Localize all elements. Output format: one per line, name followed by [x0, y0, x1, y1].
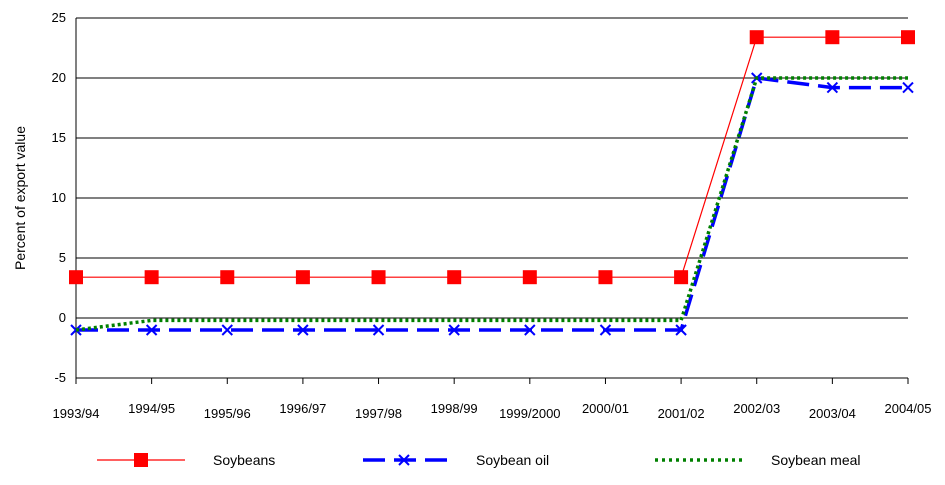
- x-axis: 1993/94 1994/95 1995/96 1996/97 1997/98 1998/…: [53, 377, 932, 421]
- legend-label: Soybeans: [213, 452, 275, 468]
- marker-stroke: [372, 324, 385, 336]
- data-point: [598, 270, 613, 285]
- data-point: [371, 270, 386, 285]
- y-tick-label: 0: [59, 310, 66, 325]
- y-tick-label: 25: [52, 10, 66, 25]
- marker-stroke: [297, 324, 309, 336]
- data-point: [372, 324, 385, 336]
- x-tick-label: 1999/2000: [499, 406, 560, 421]
- marker-stroke: [675, 324, 687, 336]
- data-point: [144, 270, 159, 285]
- legend-item: Soybean oil: [363, 452, 549, 468]
- y-axis: -5 0 5 10 15 20 25: [52, 10, 77, 385]
- legend-item: Soybeans: [97, 452, 275, 468]
- y-tick-label: 15: [52, 130, 66, 145]
- series-line: [75, 76, 908, 332]
- data-point: [674, 270, 689, 285]
- x-tick-label: 1997/98: [355, 406, 402, 421]
- marker-stroke: [448, 324, 460, 336]
- data-point: [599, 324, 612, 336]
- x-tick-label: 2004/05: [885, 401, 932, 416]
- y-tick-label: 20: [52, 70, 66, 85]
- legend-item: Soybean meal: [655, 452, 861, 468]
- x-tick-label: 1996/97: [279, 401, 326, 416]
- x-tick-label: 1993/94: [53, 406, 100, 421]
- x-tick-label: 1995/96: [204, 406, 251, 421]
- data-point: [145, 324, 158, 336]
- legend-marker: [398, 454, 410, 466]
- data-point: [69, 270, 83, 285]
- data-point: [297, 324, 309, 336]
- data-point: [826, 81, 839, 94]
- data-point: [675, 324, 687, 336]
- series-soybean-meal: [75, 76, 908, 332]
- data-point: [901, 30, 915, 45]
- data-point: [295, 270, 310, 285]
- series-line: [76, 36, 908, 278]
- grid-lines: [76, 17, 908, 379]
- legend: Soybeans Soybean oil Soybean meal: [97, 452, 861, 468]
- x-tick-label: 1994/95: [128, 401, 175, 416]
- data-point: [825, 30, 840, 45]
- marker-stroke: [145, 324, 158, 336]
- marker-stroke: [524, 324, 536, 336]
- series-line: [76, 76, 908, 332]
- data-point: [524, 324, 536, 336]
- series-soybean-oil: [70, 72, 914, 336]
- legend-label: Soybean oil: [476, 452, 549, 468]
- y-tick-label: 10: [52, 190, 66, 205]
- x-tick-label: 2001/02: [658, 406, 705, 421]
- data-point: [522, 270, 537, 285]
- marker-stroke: [826, 81, 839, 94]
- y-tick-label: 5: [59, 250, 66, 265]
- marker-stroke: [599, 324, 612, 336]
- marker-stroke: [221, 324, 233, 336]
- data-point: [220, 270, 235, 285]
- data-point: [749, 30, 764, 45]
- x-tick-label: 2000/01: [582, 401, 629, 416]
- y-axis-label: Percent of export value: [12, 126, 28, 270]
- data-point: [447, 270, 462, 285]
- legend-marker: [134, 453, 148, 467]
- series-soybeans: [69, 30, 915, 285]
- marker-stroke: [902, 81, 914, 94]
- x-tick-label: 2002/03: [733, 401, 780, 416]
- data-point: [221, 324, 233, 336]
- legend-label: Soybean meal: [771, 452, 861, 468]
- y-tick-label: -5: [54, 370, 66, 385]
- x-tick-label: 1998/99: [431, 401, 478, 416]
- x-tick-label: 2003/04: [809, 406, 856, 421]
- series-group: [69, 30, 915, 336]
- data-point: [448, 324, 460, 336]
- data-point: [902, 81, 914, 94]
